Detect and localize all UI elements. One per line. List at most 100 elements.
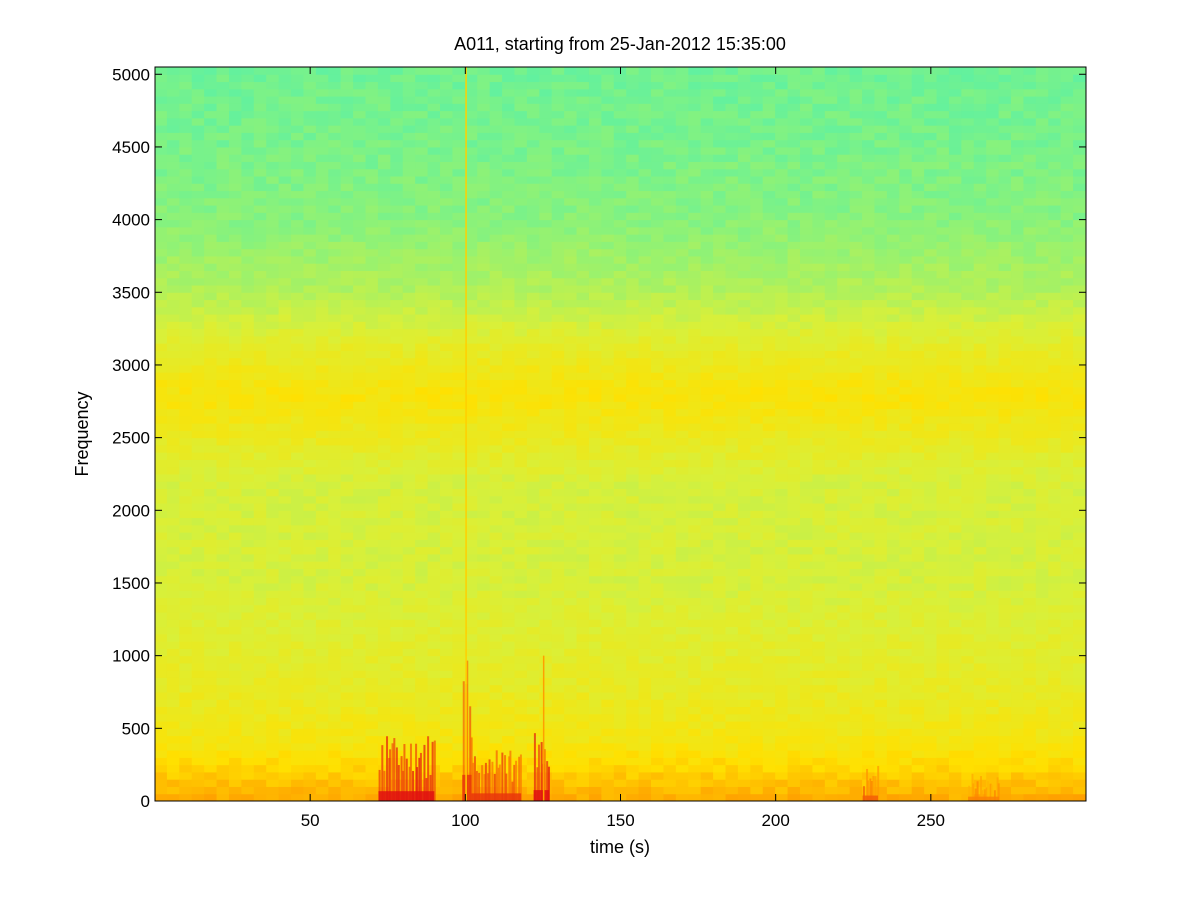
- heatmap-cell: [700, 764, 715, 773]
- heatmap-cell: [464, 182, 479, 192]
- heatmap-cell: [601, 400, 615, 410]
- heatmap-cell: [166, 131, 181, 141]
- heatmap-cell: [155, 444, 168, 453]
- heatmap-cell: [291, 204, 305, 213]
- heatmap-cell: [191, 684, 206, 693]
- heatmap-cell: [415, 597, 429, 606]
- heatmap-cell: [551, 567, 566, 577]
- heatmap-cell: [750, 480, 764, 490]
- heatmap-cell: [191, 168, 206, 177]
- heatmap-cell: [315, 604, 330, 613]
- heatmap-cell: [291, 655, 305, 664]
- heatmap-cell: [179, 742, 193, 751]
- heatmap-cell: [204, 386, 218, 395]
- heatmap-cell: [713, 299, 727, 308]
- heatmap-cell: [688, 400, 702, 410]
- heatmap-cell: [303, 626, 317, 635]
- heatmap-cell: [489, 706, 504, 715]
- heatmap-cell: [253, 67, 268, 75]
- heatmap-cell: [241, 371, 255, 380]
- heatmap-cell: [638, 335, 653, 344]
- heatmap-cell: [588, 139, 603, 148]
- heatmap-cell: [651, 262, 665, 271]
- heatmap-cell: [315, 611, 330, 620]
- heatmap-cell: [626, 102, 640, 112]
- heatmap-cell: [228, 153, 243, 162]
- heatmap-cell: [539, 676, 553, 686]
- heatmap-cell: [464, 328, 479, 337]
- heatmap-cell: [266, 190, 280, 199]
- heatmap-cell: [365, 190, 379, 199]
- heatmap-cell: [477, 727, 491, 737]
- heatmap-cell: [477, 240, 491, 250]
- heatmap-cell: [440, 168, 454, 177]
- heatmap-cell: [204, 560, 218, 569]
- heatmap-cell: [651, 139, 665, 148]
- heatmap-cell: [390, 626, 404, 635]
- heatmap-cell: [688, 219, 702, 228]
- heatmap-cell: [427, 349, 442, 359]
- heatmap-cell: [291, 735, 305, 744]
- heatmap-cell: [502, 400, 516, 410]
- heatmap-cell: [663, 458, 677, 468]
- heatmap-cell: [564, 95, 578, 104]
- heatmap-cell: [725, 727, 739, 737]
- heatmap-cell: [291, 226, 305, 235]
- heatmap-cell: [700, 146, 715, 155]
- heatmap-cell: [179, 95, 193, 104]
- heatmap-cell: [464, 626, 479, 635]
- heatmap-cell: [700, 633, 715, 642]
- heatmap-cell: [638, 713, 653, 722]
- heatmap-cell: [489, 335, 504, 344]
- heatmap-cell: [191, 764, 206, 773]
- heatmap-cell: [452, 538, 466, 548]
- heatmap-cell: [440, 371, 454, 380]
- heatmap-cell: [440, 531, 454, 540]
- heatmap-cell: [365, 175, 379, 184]
- heatmap-cell: [166, 517, 181, 526]
- heatmap-cell: [266, 444, 280, 453]
- heatmap-cell: [216, 495, 230, 504]
- heatmap-cell: [315, 502, 330, 511]
- heatmap-cell: [613, 582, 628, 591]
- heatmap-cell: [402, 575, 417, 584]
- heatmap-cell: [526, 480, 541, 490]
- heatmap-cell: [328, 320, 342, 330]
- heatmap-cell: [675, 415, 690, 424]
- heatmap-cell: [688, 429, 702, 439]
- heatmap-cell: [526, 408, 541, 417]
- heatmap-cell: [415, 422, 429, 431]
- heatmap-cell: [353, 102, 367, 112]
- heatmap-cell: [216, 248, 230, 257]
- heatmap-cell: [588, 727, 603, 737]
- heatmap-cell: [353, 415, 367, 424]
- heatmap-cell: [502, 117, 516, 126]
- heatmap-cell: [688, 139, 702, 148]
- heatmap-cell: [340, 422, 355, 431]
- heatmap-cell: [663, 139, 677, 148]
- heatmap-cell: [750, 306, 764, 315]
- heatmap-cell: [328, 756, 342, 766]
- heatmap-cell: [601, 335, 615, 344]
- heatmap-cell: [489, 226, 504, 235]
- heatmap-cell: [328, 444, 342, 453]
- heatmap-cell: [588, 684, 603, 693]
- heatmap-cell: [365, 422, 379, 431]
- heatmap-cell: [415, 371, 429, 380]
- heatmap-cell: [427, 618, 442, 628]
- heatmap-cell: [725, 124, 739, 133]
- heatmap-cell: [303, 473, 317, 482]
- heatmap-cell: [762, 567, 777, 577]
- heatmap-cell: [700, 255, 715, 264]
- heatmap-cell: [613, 190, 628, 199]
- heatmap-cell: [588, 255, 603, 264]
- heatmap-cell: [564, 517, 578, 526]
- heatmap-cell: [377, 269, 392, 279]
- heatmap-cell: [588, 328, 603, 337]
- heatmap-cell: [638, 742, 653, 751]
- heatmap-cell: [291, 386, 305, 395]
- heatmap-cell: [576, 299, 590, 308]
- heatmap-cell: [688, 611, 702, 620]
- heatmap-cell: [365, 269, 379, 279]
- heatmap-cell: [638, 88, 653, 97]
